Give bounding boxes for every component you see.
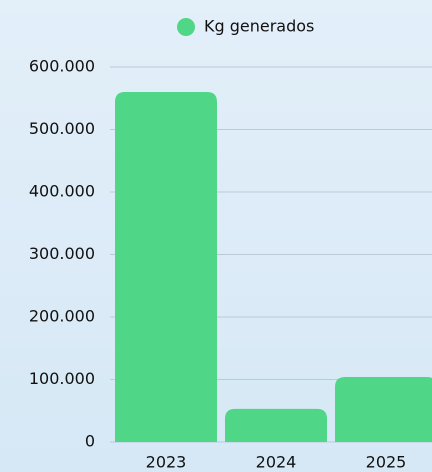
y-tick-label: 100.000 [29, 369, 95, 388]
x-tick-label: 2025 [366, 453, 407, 472]
y-tick-label: 400.000 [29, 182, 95, 201]
y-tick-label: 600.000 [29, 57, 95, 76]
legend-label: Kg generados [204, 17, 314, 36]
y-tick-label: 500.000 [29, 119, 95, 138]
y-tick-label: 200.000 [29, 307, 95, 326]
bar [335, 377, 432, 442]
y-tick-label: 300.000 [29, 244, 95, 263]
legend-swatch [177, 18, 195, 36]
y-tick-label: 0 [85, 432, 95, 451]
x-tick-label: 2024 [256, 453, 297, 472]
x-tick-label: 2023 [146, 453, 187, 472]
bar [115, 92, 217, 442]
bar [225, 408, 327, 442]
